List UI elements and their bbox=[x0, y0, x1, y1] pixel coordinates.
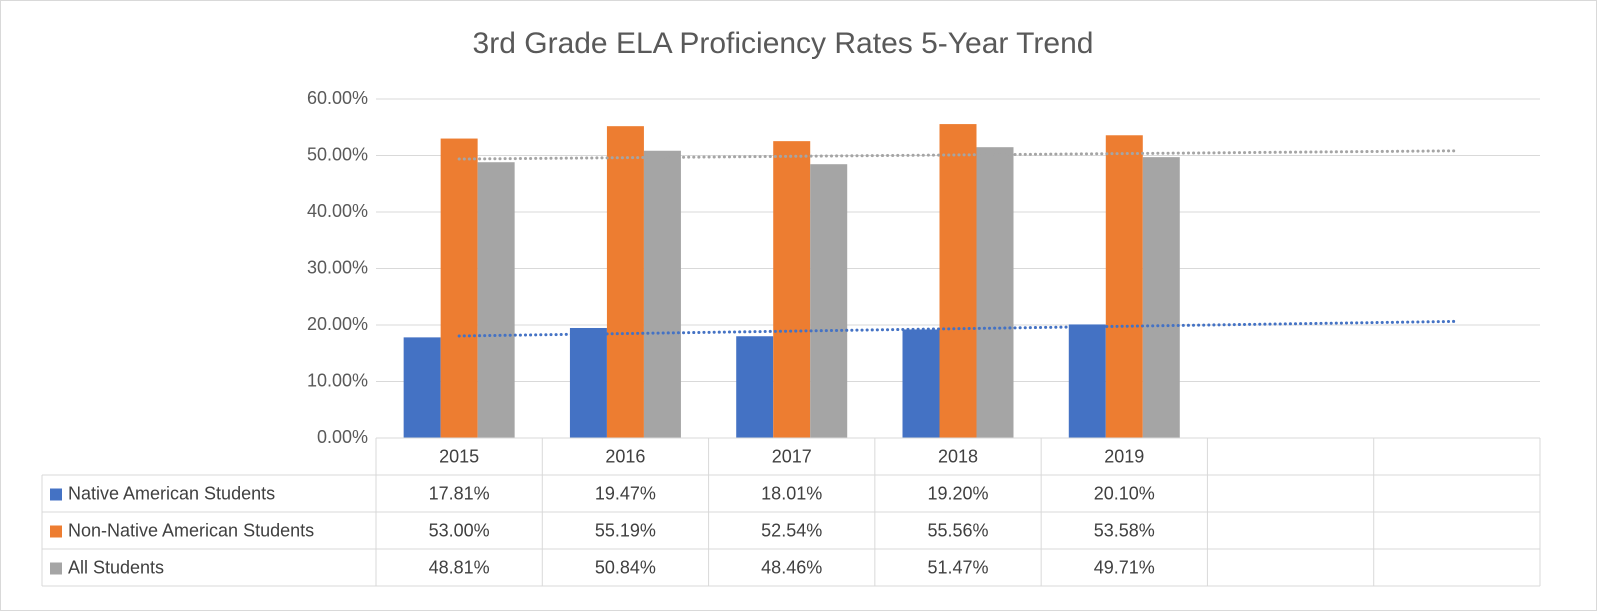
data-label: 51.47% bbox=[927, 557, 988, 577]
legend-swatch bbox=[50, 488, 62, 501]
data-label: 48.81% bbox=[429, 557, 490, 577]
chart-title: 3rd Grade ELA Proficiency Rates 5-Year T… bbox=[473, 27, 1094, 60]
legend-label: All Students bbox=[68, 557, 164, 577]
bar bbox=[403, 337, 441, 438]
bar bbox=[606, 126, 644, 438]
y-tick-label: 40.00% bbox=[307, 201, 368, 221]
y-tick-label: 30.00% bbox=[307, 257, 368, 277]
data-label: 19.20% bbox=[927, 483, 988, 503]
data-label: 55.19% bbox=[595, 520, 656, 540]
trendline bbox=[457, 319, 1459, 338]
x-tick-label: 2015 bbox=[439, 446, 479, 466]
legend-label: Non-Native American Students bbox=[68, 520, 314, 540]
x-tick-label: 2018 bbox=[938, 446, 978, 466]
data-label: 48.46% bbox=[761, 557, 822, 577]
legend-label: Native American Students bbox=[68, 483, 275, 503]
bar bbox=[736, 336, 774, 438]
data-label: 52.54% bbox=[761, 520, 822, 540]
y-tick-label: 0.00% bbox=[317, 427, 368, 447]
y-tick-label: 60.00% bbox=[307, 88, 368, 108]
bar bbox=[643, 150, 681, 438]
y-tick-label: 20.00% bbox=[307, 314, 368, 334]
data-label: 53.00% bbox=[429, 520, 490, 540]
x-tick-label: 2017 bbox=[772, 446, 812, 466]
data-label: 55.56% bbox=[927, 520, 988, 540]
bar bbox=[773, 141, 811, 439]
legend-swatch bbox=[50, 562, 62, 575]
data-label: 19.47% bbox=[595, 483, 656, 503]
bar bbox=[939, 124, 977, 438]
bar bbox=[1142, 157, 1180, 439]
bar bbox=[440, 138, 478, 439]
bar bbox=[477, 162, 515, 438]
data-label: 20.10% bbox=[1094, 483, 1155, 503]
bar bbox=[1105, 135, 1143, 438]
data-label: 18.01% bbox=[761, 483, 822, 503]
data-label: 50.84% bbox=[595, 557, 656, 577]
data-label: 49.71% bbox=[1094, 557, 1155, 577]
data-label: 17.81% bbox=[429, 483, 490, 503]
legend-swatch bbox=[50, 525, 62, 538]
data-label: 53.58% bbox=[1094, 520, 1155, 540]
bar bbox=[1068, 324, 1106, 438]
y-tick-label: 10.00% bbox=[307, 370, 368, 390]
bar bbox=[810, 164, 848, 439]
x-tick-label: 2016 bbox=[605, 446, 645, 466]
bar bbox=[976, 147, 1014, 438]
y-tick-label: 50.00% bbox=[307, 144, 368, 164]
trendline bbox=[457, 149, 1459, 161]
bar bbox=[569, 327, 607, 438]
x-tick-label: 2019 bbox=[1104, 446, 1144, 466]
bar bbox=[902, 329, 940, 438]
